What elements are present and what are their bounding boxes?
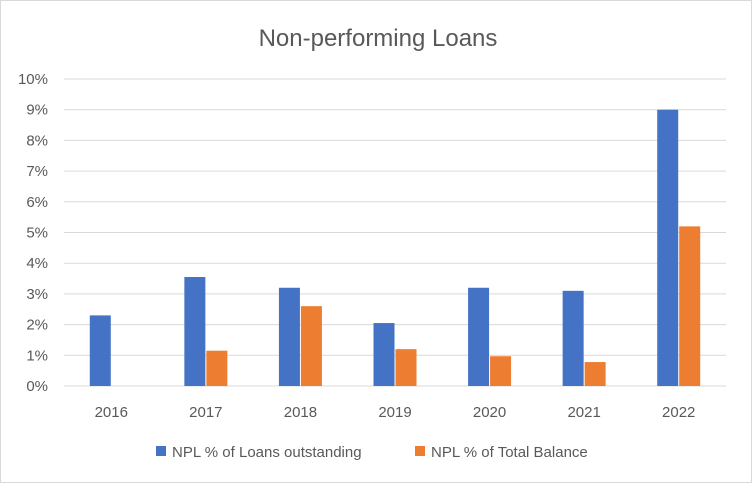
y-tick-label: 2% [26,317,48,334]
legend-label: NPL % of Total Balance [431,444,588,461]
bar-total-balance [300,306,322,386]
x-tick-label: 2016 [95,404,128,421]
bar-total-balance [490,356,512,386]
bar-loans-outstanding [184,277,206,386]
bar-total-balance [395,349,417,386]
chart-title: Non-performing Loans [259,25,498,52]
bar-loans-outstanding [657,109,679,386]
y-tick-label: 1% [26,347,48,364]
bar-total-balance [206,350,228,386]
y-tick-label: 3% [26,286,48,303]
y-tick-label: 6% [26,194,48,211]
x-tick-label: 2018 [284,404,317,421]
y-axis-ticks: 0% 1% 2% 3% 4% 5% 6% 7% 8% 9% 10% [18,71,48,395]
bar-loans-outstanding [373,323,395,386]
legend: NPL % of Loans outstanding NPL % of Total… [156,444,588,461]
x-tick-label: 2021 [567,404,600,421]
bar-loans-outstanding [89,315,111,386]
bars [89,109,701,386]
legend-swatch [415,446,425,456]
x-tick-label: 2019 [378,404,411,421]
x-tick-label: 2020 [473,404,506,421]
y-tick-label: 4% [26,255,48,272]
x-tick-label: 2022 [662,404,695,421]
y-tick-label: 10% [18,71,48,88]
y-tick-label: 8% [26,132,48,149]
y-tick-label: 5% [26,225,48,242]
bar-loans-outstanding [562,290,584,386]
y-tick-label: 7% [26,163,48,180]
legend-label: NPL % of Loans outstanding [172,444,362,461]
bar-loans-outstanding [468,287,490,386]
x-tick-label: 2017 [189,404,222,421]
x-axis-ticks: 2016 2017 2018 2019 2020 2021 2022 [95,404,696,421]
legend-swatch [156,446,166,456]
y-tick-label: 9% [26,102,48,119]
bar-total-balance [679,226,701,386]
bar-loans-outstanding [278,287,300,386]
y-tick-label: 0% [26,378,48,395]
bar-total-balance [584,362,606,386]
gridlines [64,78,726,387]
